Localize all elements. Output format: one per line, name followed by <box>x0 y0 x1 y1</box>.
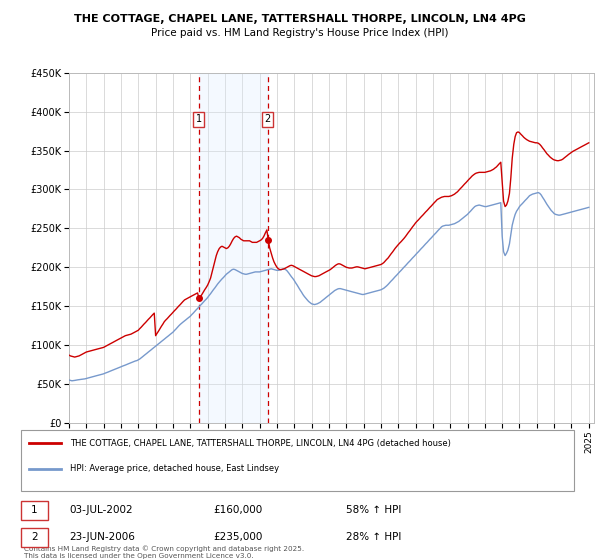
Text: THE COTTAGE, CHAPEL LANE, TATTERSHALL THORPE, LINCOLN, LN4 4PG (detached house): THE COTTAGE, CHAPEL LANE, TATTERSHALL TH… <box>70 438 451 447</box>
Text: 1: 1 <box>196 114 202 124</box>
Bar <box>199 73 268 423</box>
Text: THE COTTAGE, CHAPEL LANE, TATTERSHALL THORPE, LINCOLN, LN4 4PG: THE COTTAGE, CHAPEL LANE, TATTERSHALL TH… <box>74 14 526 24</box>
Text: Contains HM Land Registry data © Crown copyright and database right 2025.
This d: Contains HM Land Registry data © Crown c… <box>23 545 304 559</box>
FancyBboxPatch shape <box>20 430 574 491</box>
FancyBboxPatch shape <box>20 501 48 520</box>
Text: £235,000: £235,000 <box>214 532 263 542</box>
FancyBboxPatch shape <box>20 528 48 547</box>
Text: 03-JUL-2002: 03-JUL-2002 <box>70 505 133 515</box>
Text: 23-JUN-2006: 23-JUN-2006 <box>70 532 136 542</box>
Text: 28% ↑ HPI: 28% ↑ HPI <box>346 532 401 542</box>
Text: 2: 2 <box>31 532 38 542</box>
Text: £160,000: £160,000 <box>214 505 263 515</box>
Text: 2: 2 <box>265 114 271 124</box>
Text: HPI: Average price, detached house, East Lindsey: HPI: Average price, detached house, East… <box>70 464 279 473</box>
Text: 58% ↑ HPI: 58% ↑ HPI <box>346 505 401 515</box>
Text: 1: 1 <box>31 505 38 515</box>
Text: Price paid vs. HM Land Registry's House Price Index (HPI): Price paid vs. HM Land Registry's House … <box>151 28 449 38</box>
